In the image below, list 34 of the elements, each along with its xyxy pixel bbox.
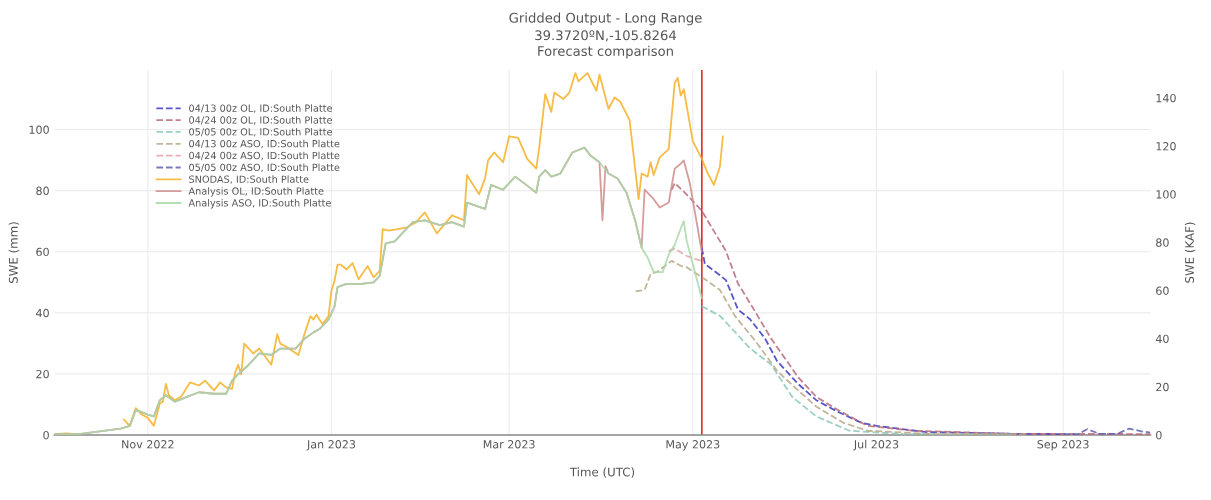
chart-title: Gridded Output - Long Range (509, 12, 702, 26)
y2-tick-label: 0 (1156, 430, 1162, 440)
y2-tick-label: 80 (1156, 238, 1169, 247)
y-axis-title: SWE (mm) (8, 222, 20, 284)
y-tick-label: 80 (36, 186, 49, 196)
legend-label: 04/24 00z ASO, ID:South Platte (189, 151, 340, 161)
y-tick-label: 100 (29, 125, 49, 134)
x-tick-label: Jan 2023 (306, 440, 356, 451)
legend-label: SNODAS, ID:South Platte (189, 175, 309, 184)
x-tick-label: Mar 2023 (483, 440, 535, 449)
y2-axis-title: SWE (KAF) (1184, 222, 1196, 283)
y-tick-label: 20 (36, 369, 49, 379)
legend-label: 05/05 00z OL, ID:South Platte (189, 127, 332, 137)
chart-subtitle: 39.3720ºN,-105.8264 Forecast comparison (535, 30, 677, 59)
legend-label: Analysis ASO, ID:South Platte (188, 199, 331, 209)
y2-tick-label: 40 (1155, 334, 1169, 344)
y-tick-label: 40 (36, 308, 49, 318)
y2-tick-label: 140 (1156, 93, 1176, 103)
legend-label: 04/13 00z ASO, ID:South Platte (189, 139, 340, 149)
x-tick-label: May 2023 (666, 440, 720, 451)
x-tick-label: Nov 2022 (122, 440, 174, 449)
y2-tick-label: 60 (1156, 286, 1169, 295)
x-tick-label: Jul 2023 (853, 439, 899, 451)
legend-label: 04/13 00z OL, ID:South Platte (189, 104, 332, 113)
y-tick-label: 0 (43, 430, 49, 440)
legend-label: 05/05 00z ASO, ID:South Platte (189, 163, 340, 173)
y2-tick-label: 20 (1156, 382, 1169, 392)
y2-tick-label: 120 (1156, 142, 1176, 151)
x-axis-title: Time (UTC) (569, 467, 635, 478)
x-tick-label: Sep 2023 (1037, 440, 1089, 451)
y-tick-label: 60 (36, 247, 49, 257)
y2-tick-label: 100 (1156, 190, 1176, 199)
legend-label: 04/24 00z OL, ID:South Platte (189, 116, 332, 125)
legend-label: Analysis OL, ID:South Platte (188, 187, 324, 197)
